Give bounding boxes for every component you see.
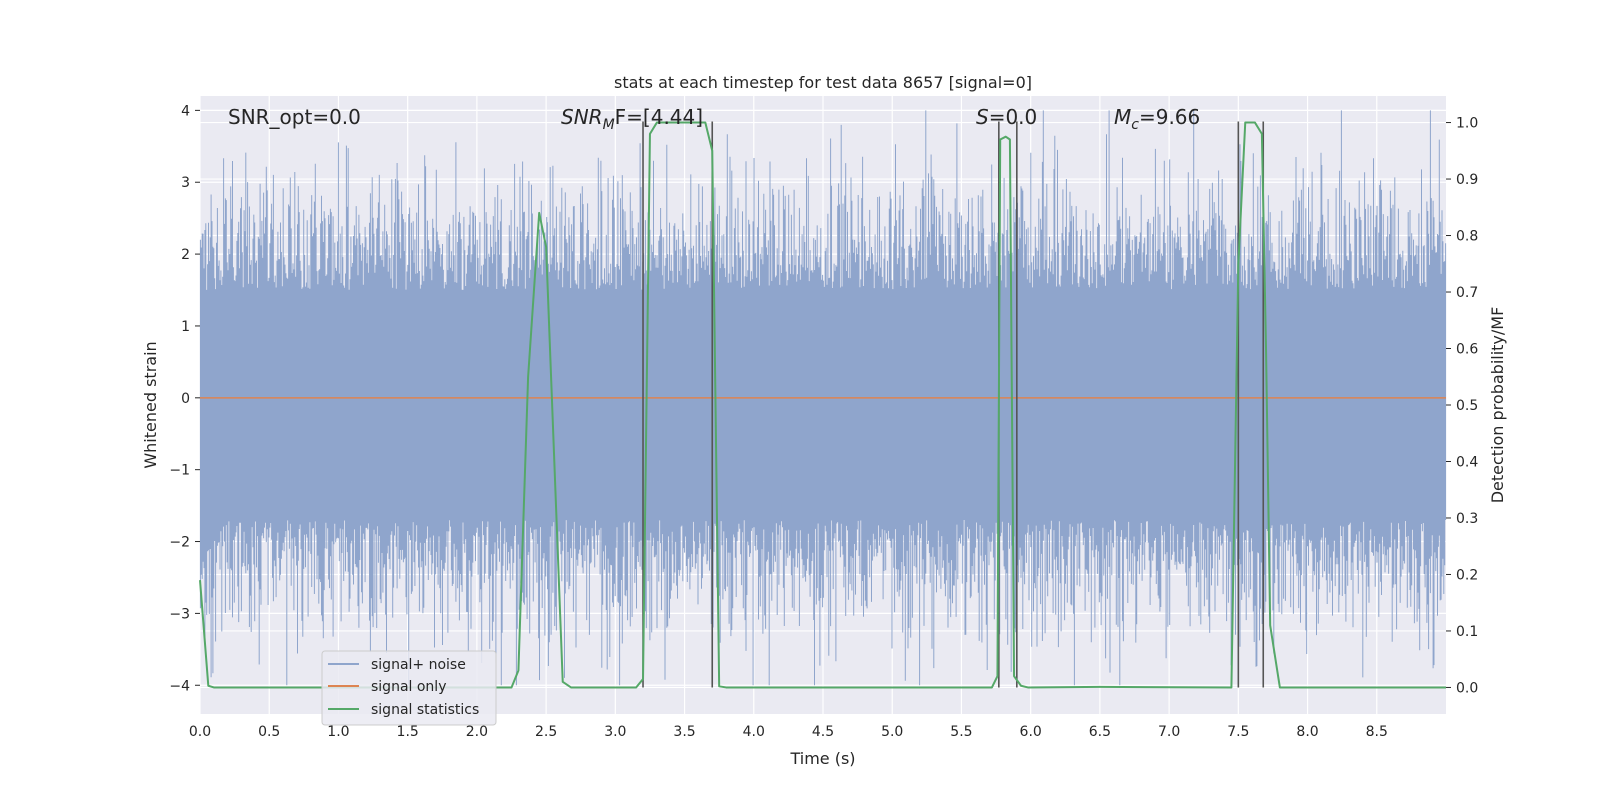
y-tick-label: 0 — [181, 391, 190, 407]
x-tick-label: 5.5 — [950, 724, 972, 740]
y2-tick-label: 1.0 — [1456, 116, 1478, 132]
y-tick-label: −2 — [169, 535, 190, 551]
x-tick-label: 8.5 — [1366, 724, 1388, 740]
mc-italic: M — [1114, 105, 1131, 129]
legend-label-signal-statistics: signal statistics — [371, 702, 479, 718]
y2-tick-label: 0.0 — [1456, 680, 1478, 696]
x-tick-label: 4.0 — [743, 724, 765, 740]
y2-tick-label: 0.1 — [1456, 624, 1478, 640]
y-tick-label: −1 — [169, 463, 190, 479]
snr-mf-annotation: SNRMF=[4.44] — [561, 105, 703, 133]
y-axis-ticks: −4 −3 −2 −1 0 1 2 3 4 — [169, 103, 200, 694]
snr-opt-annotation: SNR_opt=0.0 — [228, 105, 361, 129]
snr-mf-subscript: M — [603, 117, 615, 133]
x-axis-label: Time (s) — [789, 749, 855, 768]
x-tick-label: 7.5 — [1227, 724, 1249, 740]
x-axis-ticks: 0.0 0.5 1.0 1.5 2.0 2.5 3.0 3.5 4.0 4.5 5.0 5.5 6.0 6… — [189, 724, 1388, 740]
legend-box — [321, 650, 497, 726]
signal-statistics-line — [199, 121, 1446, 689]
x-tick-label: 2.5 — [535, 724, 557, 740]
chart-title: stats at each timestep for test data 865… — [614, 73, 1032, 92]
y2-axis-ticks: 0.0 0.1 0.2 0.3 0.4 0.5 0.6 0.7 0.8 0.9 1.0 — [1446, 116, 1478, 696]
mc-subscript: c — [1131, 117, 1139, 133]
x-tick-label: 5.0 — [881, 724, 903, 740]
snr-mf-prefix: SNR — [561, 105, 603, 129]
x-tick-label: 3.0 — [604, 724, 626, 740]
x-tick-label: 4.5 — [812, 724, 834, 740]
x-tick-label: 1.5 — [397, 724, 419, 740]
y2-tick-label: 0.6 — [1456, 342, 1478, 358]
x-tick-label: 6.5 — [1089, 724, 1111, 740]
s-annotation: S=0.0 — [976, 105, 1037, 129]
x-tick-label: 3.5 — [673, 724, 695, 740]
legend: signal+ noise signal only signal statist… — [321, 650, 497, 726]
y-tick-label: 2 — [181, 247, 190, 263]
noise-spikes — [199, 110, 1447, 686]
y2-tick-label: 0.2 — [1456, 567, 1478, 583]
y-tick-label: 4 — [181, 103, 190, 119]
y2-tick-label: 0.5 — [1456, 398, 1478, 414]
x-tick-label: 2.0 — [466, 724, 488, 740]
x-tick-label: 0.0 — [189, 724, 211, 740]
y2-axis-label: Detection probability/MF — [1488, 307, 1507, 504]
signal-statistics-series — [199, 121, 1446, 689]
x-tick-label: 8.0 — [1296, 724, 1318, 740]
x-tick-label: 1.0 — [327, 724, 349, 740]
y-tick-label: 1 — [181, 319, 190, 335]
x-tick-label: 0.5 — [258, 724, 280, 740]
s-rest: =0.0 — [989, 105, 1038, 129]
mc-annotation: Mc=9.66 — [1114, 105, 1200, 133]
y2-tick-label: 0.7 — [1456, 285, 1478, 301]
mc-rest: =9.66 — [1139, 105, 1200, 129]
y-tick-label: −4 — [169, 678, 190, 694]
y2-tick-label: 0.9 — [1456, 172, 1478, 188]
x-tick-label: 6.0 — [1020, 724, 1042, 740]
legend-label-signal-only: signal only — [371, 679, 446, 695]
legend-label-signal-noise: signal+ noise — [371, 657, 466, 673]
y2-tick-label: 0.8 — [1456, 229, 1478, 245]
y-axis-label: Whitened strain — [141, 341, 160, 468]
y2-tick-label: 0.3 — [1456, 511, 1478, 527]
y-tick-label: −3 — [169, 606, 190, 622]
y2-tick-label: 0.4 — [1456, 454, 1478, 470]
x-tick-label: 7.0 — [1158, 724, 1180, 740]
y-tick-label: 3 — [181, 175, 190, 191]
s-italic: S — [976, 105, 989, 129]
snr-mf-suffix: F=[4.44] — [615, 105, 703, 129]
